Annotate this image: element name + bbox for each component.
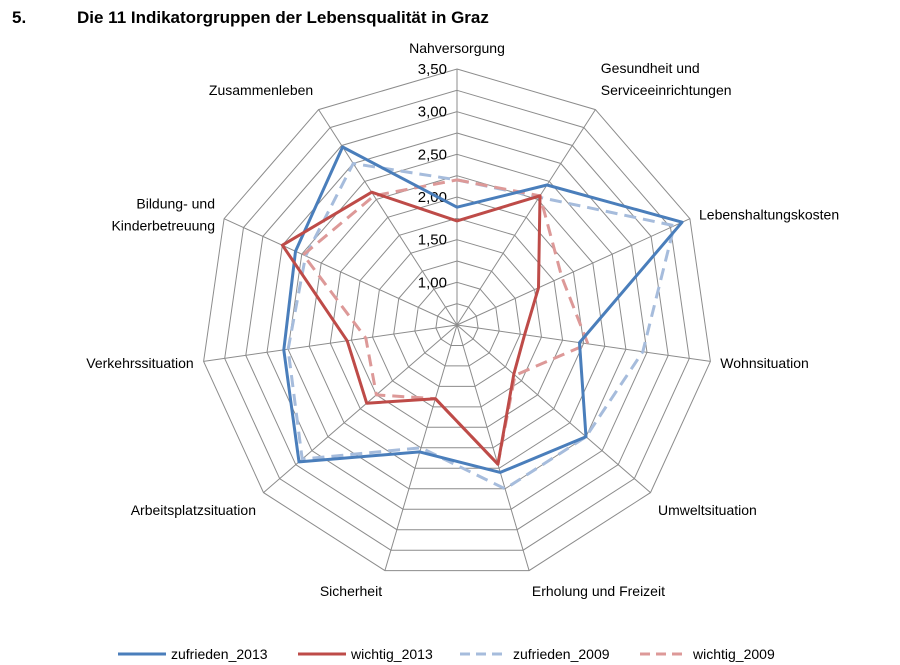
category-label: Wohnsituation	[720, 355, 808, 371]
spoke-5	[456, 324, 530, 571]
tick-label: 1,50	[418, 232, 447, 249]
section-number: 5.	[12, 8, 27, 27]
category-label: Gesundheit und Serviceeinrichtungen	[601, 60, 732, 98]
grid-ring-10	[224, 89, 690, 551]
radar-category-labels: Nahversorgung Gesundheit und Serviceeinric…	[86, 40, 839, 599]
tick-label: 3,00	[418, 104, 447, 121]
chart-legend: zufrieden_2013 wichtig_2013 zufrieden_2009…	[118, 646, 775, 662]
legend-label: wichtig_2013	[350, 646, 433, 662]
grid-ring-5	[329, 196, 585, 449]
grid-ring-3	[371, 239, 543, 408]
radar-series	[280, 145, 684, 491]
spoke-4	[456, 324, 651, 493]
spoke-7	[263, 324, 458, 493]
tick-label: 2,50	[418, 146, 447, 163]
spoke-9	[223, 218, 458, 326]
tick-label: 1,00	[418, 274, 447, 291]
series-wichtig_2009	[301, 178, 590, 466]
category-label: Erholung und Freizeit	[532, 583, 665, 599]
grid-ring-1	[414, 281, 500, 367]
grid-ring-7	[287, 153, 627, 490]
grid-ring-9	[245, 111, 669, 531]
category-label: Umweltsituation	[658, 502, 757, 518]
radar-grid	[203, 68, 711, 572]
legend-label: zufrieden_2013	[171, 646, 268, 662]
spoke-1	[456, 109, 596, 326]
chart-title: Die 11 Indikatorgruppen der Lebensqualit…	[77, 8, 489, 27]
category-label: Verkehrssituation	[86, 355, 193, 371]
spoke-10	[318, 109, 458, 326]
legend-label: zufrieden_2009	[513, 646, 610, 662]
spoke-3	[456, 324, 711, 362]
tick-label: 3,50	[418, 61, 447, 78]
series-zufrieden_2009	[286, 162, 676, 491]
grid-ring-6	[308, 175, 606, 469]
category-label: Lebenshaltungskosten	[699, 207, 839, 223]
category-label: Arbeitsplatzsituation	[131, 502, 256, 518]
spoke-2	[456, 218, 691, 326]
spoke-6	[384, 324, 458, 571]
tick-label: 2,00	[418, 189, 447, 206]
radar-tick-labels: 1,00 1,50 2,00 2,50 3,00 3,50	[418, 61, 447, 291]
spoke-8	[203, 324, 458, 362]
grid-ring-11	[203, 68, 711, 572]
category-label: Zusammenleben	[209, 82, 313, 98]
chart-heading: 5. Die 11 Indikatorgruppen der Lebensqual…	[12, 8, 489, 28]
grid-ring-8	[266, 132, 648, 510]
radar-spokes	[203, 69, 711, 571]
grid-ring-2	[393, 260, 521, 387]
grid-ring-4	[350, 217, 564, 428]
series-wichtig_2013	[280, 190, 542, 466]
category-label: Bildung- und Kinderbetreuung	[111, 196, 215, 234]
legend-label: wichtig_2009	[692, 646, 775, 662]
grid-ring-0	[435, 303, 479, 346]
category-label: Sicherheit	[320, 583, 382, 599]
category-label: Nahversorgung	[409, 40, 505, 56]
